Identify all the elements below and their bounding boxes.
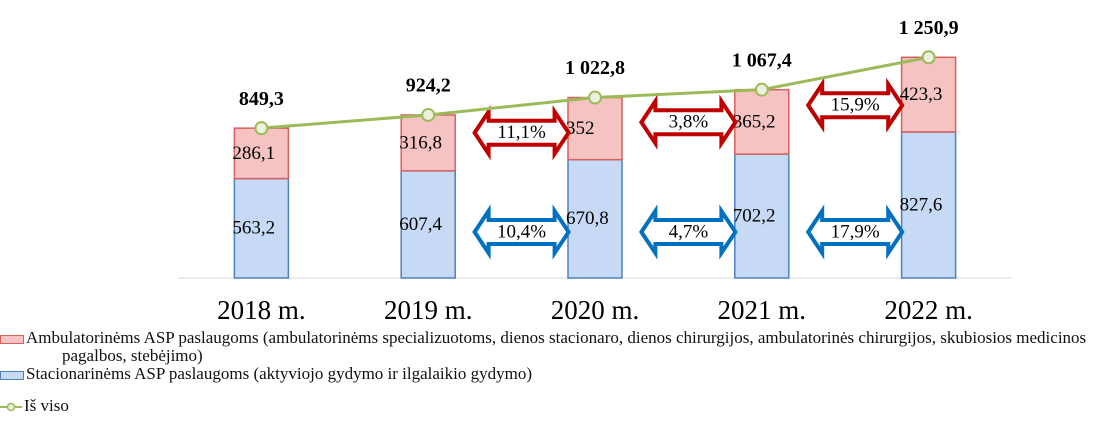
x-tick-label: 2021 m. <box>718 295 807 325</box>
legend-swatch <box>0 370 24 380</box>
total-label: 1 250,9 <box>899 17 959 39</box>
bar-segment <box>900 56 957 133</box>
change-label: 17,9% <box>831 221 880 242</box>
change-arrow <box>805 77 905 133</box>
total-marker <box>421 107 436 122</box>
data-label: 365,2 <box>733 111 776 132</box>
x-tick-label: 2020 m. <box>551 295 640 325</box>
data-label: 827,6 <box>900 194 943 215</box>
total-marker <box>921 50 936 65</box>
bar-segment <box>233 177 290 279</box>
total-marker <box>254 121 269 136</box>
data-label: 286,1 <box>232 143 275 164</box>
data-label: 702,2 <box>733 205 776 226</box>
legend-entry: Ambulatorinėms ASP paslaugoms (ambulator… <box>0 329 1112 365</box>
change-label: 15,9% <box>831 95 880 116</box>
change-label: 4,7% <box>669 221 709 242</box>
x-tick-label: 2018 m. <box>217 295 306 325</box>
data-label: 670,8 <box>566 208 609 229</box>
data-label: 316,8 <box>399 132 442 153</box>
total-marker <box>588 90 602 105</box>
change-arrow <box>472 204 572 260</box>
total-label: 849,3 <box>239 88 284 110</box>
legend-label: Ambulatorinėms ASP paslaugoms (ambulator… <box>26 328 1087 365</box>
total-marker <box>754 82 769 97</box>
legend-swatch <box>0 402 22 412</box>
bar-segment <box>567 158 623 279</box>
change-arrow <box>472 105 572 161</box>
change-label: 3,8% <box>669 112 709 133</box>
x-tick-label: 2019 m. <box>384 295 473 325</box>
legend-label: Stacionarinėms ASP paslaugoms (aktyviojo… <box>26 364 533 383</box>
x-tick-label: 2022 m. <box>884 295 973 325</box>
total-label: 924,2 <box>406 75 451 97</box>
legend-label: Iš viso <box>24 396 69 415</box>
change-label: 11,1% <box>497 122 546 143</box>
legend: Ambulatorinėms ASP paslaugoms (ambulator… <box>0 329 1112 415</box>
legend-entry: Iš viso <box>0 397 1112 415</box>
change-arrow <box>638 94 738 150</box>
legend-marker <box>6 402 16 412</box>
data-label: 607,4 <box>399 214 442 235</box>
change-arrow <box>638 204 738 260</box>
change-arrow <box>805 204 905 260</box>
bar-segment <box>400 170 456 279</box>
data-label: 352 <box>566 118 595 139</box>
legend-swatch <box>0 334 24 344</box>
change-label: 10,4% <box>497 221 546 242</box>
total-label: 1 067,4 <box>732 49 792 71</box>
legend-entry: Stacionarinėms ASP paslaugoms (aktyviojo… <box>0 365 1112 383</box>
data-label: 423,3 <box>900 84 943 105</box>
data-label: 563,2 <box>232 218 275 239</box>
total-label: 1 022,8 <box>565 57 625 79</box>
